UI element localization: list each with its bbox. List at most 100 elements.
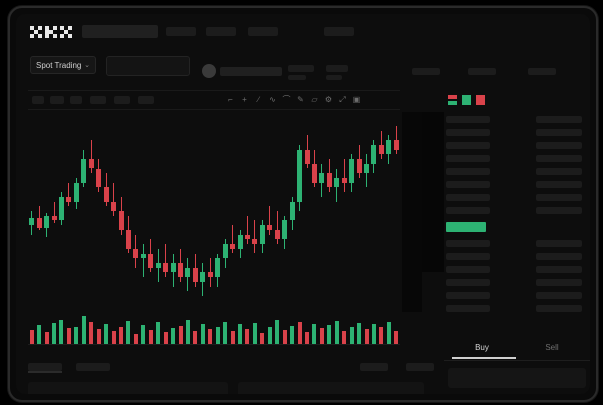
volume-bar xyxy=(126,320,131,344)
orderbook-ask-amount xyxy=(536,129,582,136)
nav-markets[interactable] xyxy=(206,27,236,36)
orderbook-all-icon[interactable] xyxy=(448,93,457,105)
volume-bar xyxy=(208,329,213,344)
trendline-icon[interactable]: ∕ xyxy=(257,95,260,104)
volume-bar xyxy=(185,320,190,344)
orderbook-bid-price[interactable] xyxy=(446,266,490,273)
tab-sell[interactable]: Sell xyxy=(545,343,559,352)
magnet-icon[interactable]: ⌒ xyxy=(282,95,291,104)
candle-wick xyxy=(246,215,248,245)
volume-bar xyxy=(37,324,42,344)
wave-icon[interactable]: ∿ xyxy=(269,95,276,104)
nav-earn[interactable] xyxy=(324,27,354,36)
timeframe-5[interactable] xyxy=(114,96,130,104)
stat-24h-high xyxy=(326,65,348,72)
candlestick-chart[interactable] xyxy=(28,112,400,310)
candle-body xyxy=(185,267,191,278)
volume-bar xyxy=(148,330,153,344)
candle-body xyxy=(319,173,325,183)
candle-body xyxy=(297,149,303,202)
orderbook-bid-price[interactable] xyxy=(446,279,490,286)
orderbook-ask-amount xyxy=(536,168,582,175)
candle-wick xyxy=(113,182,115,216)
orderbook-ask-price[interactable] xyxy=(446,194,490,201)
volume-chart xyxy=(28,314,400,352)
timeframe-4[interactable] xyxy=(90,96,106,104)
tab-order-history[interactable] xyxy=(76,363,110,371)
chart-right-mask-2 xyxy=(402,112,422,312)
candle-body xyxy=(140,253,146,259)
orderbook-ask-price[interactable] xyxy=(446,168,490,175)
volume-bar xyxy=(394,331,399,344)
camera-icon[interactable]: ▣ xyxy=(352,95,361,104)
pair-selector[interactable] xyxy=(106,56,190,76)
orderbook-ask-amount xyxy=(536,155,582,162)
volume-bar xyxy=(178,325,183,344)
candle-body xyxy=(289,201,295,221)
orderbook-bid-price[interactable] xyxy=(446,305,490,312)
candle-body xyxy=(103,187,109,202)
volume-bar xyxy=(193,330,198,344)
search-input[interactable] xyxy=(82,25,158,38)
candle-wick xyxy=(38,206,40,230)
candle-body xyxy=(222,244,228,259)
okx-logo[interactable] xyxy=(30,25,72,39)
candle-wick xyxy=(53,201,55,223)
candle-body xyxy=(88,159,94,169)
volume-bar xyxy=(282,330,287,344)
volume-bar xyxy=(44,331,49,344)
orderbook-ask-price[interactable] xyxy=(446,129,490,136)
tab-positions[interactable] xyxy=(360,363,388,371)
orderbook-bid-amount xyxy=(536,253,582,260)
candle-body xyxy=(178,262,184,278)
order-book[interactable] xyxy=(444,112,590,320)
candle-body xyxy=(170,262,176,273)
orderbook-ask-amount xyxy=(536,116,582,123)
candle-body xyxy=(386,140,392,155)
price-input[interactable] xyxy=(448,368,586,388)
volume-bar xyxy=(163,332,168,344)
orderbook-ask-price[interactable] xyxy=(446,155,490,162)
pair-name-label xyxy=(220,67,282,76)
buy-tab-underline xyxy=(452,357,516,359)
orderbook-ask-price[interactable] xyxy=(446,116,490,123)
candle-body xyxy=(58,196,64,221)
crosshair-icon[interactable]: + xyxy=(242,95,247,104)
settings-icon[interactable]: ⚙ xyxy=(324,95,333,104)
bottom-panel-right[interactable] xyxy=(238,382,424,394)
candle-body xyxy=(237,234,243,249)
volume-bar xyxy=(74,326,79,344)
tab-buy[interactable]: Buy xyxy=(475,343,489,352)
volume-bar xyxy=(223,321,228,344)
orderbook-ask-price[interactable] xyxy=(446,142,490,149)
orderbook-ask-price[interactable] xyxy=(446,181,490,188)
stat-market-cap xyxy=(528,68,556,75)
brush-icon[interactable]: ✎ xyxy=(297,95,304,104)
candle-body xyxy=(125,229,131,249)
timeframe-1[interactable] xyxy=(32,96,44,104)
fullscreen-icon[interactable]: ⤢ xyxy=(339,95,346,104)
volume-bar xyxy=(364,329,369,344)
orderbook-bid-price[interactable] xyxy=(446,292,490,299)
candle-body xyxy=(356,159,362,174)
cursor-icon[interactable]: ⌐ xyxy=(228,95,233,104)
candle-body xyxy=(326,173,332,188)
tab-open-orders[interactable] xyxy=(28,363,62,371)
nav-buy-crypto[interactable] xyxy=(166,27,196,36)
candle-body xyxy=(192,267,198,282)
bottom-panel-left[interactable] xyxy=(28,382,228,394)
volume-bar xyxy=(141,325,146,344)
orderbook-bid-price[interactable] xyxy=(446,240,490,247)
eraser-icon[interactable]: ▱ xyxy=(311,95,318,104)
nav-trade[interactable] xyxy=(248,27,278,36)
timeframe-3[interactable] xyxy=(70,96,82,104)
orderbook-ask-price[interactable] xyxy=(446,207,490,214)
orderbook-bid-price[interactable] xyxy=(446,253,490,260)
candle-body xyxy=(215,258,221,278)
orderbook-buy-icon[interactable] xyxy=(462,93,471,105)
tab-assets[interactable] xyxy=(406,363,434,371)
orderbook-sell-icon[interactable] xyxy=(476,93,485,105)
trading-mode-selector[interactable]: Spot Trading ⌄ xyxy=(30,56,96,74)
timeframe-6[interactable] xyxy=(138,96,154,104)
timeframe-2[interactable] xyxy=(50,96,64,104)
